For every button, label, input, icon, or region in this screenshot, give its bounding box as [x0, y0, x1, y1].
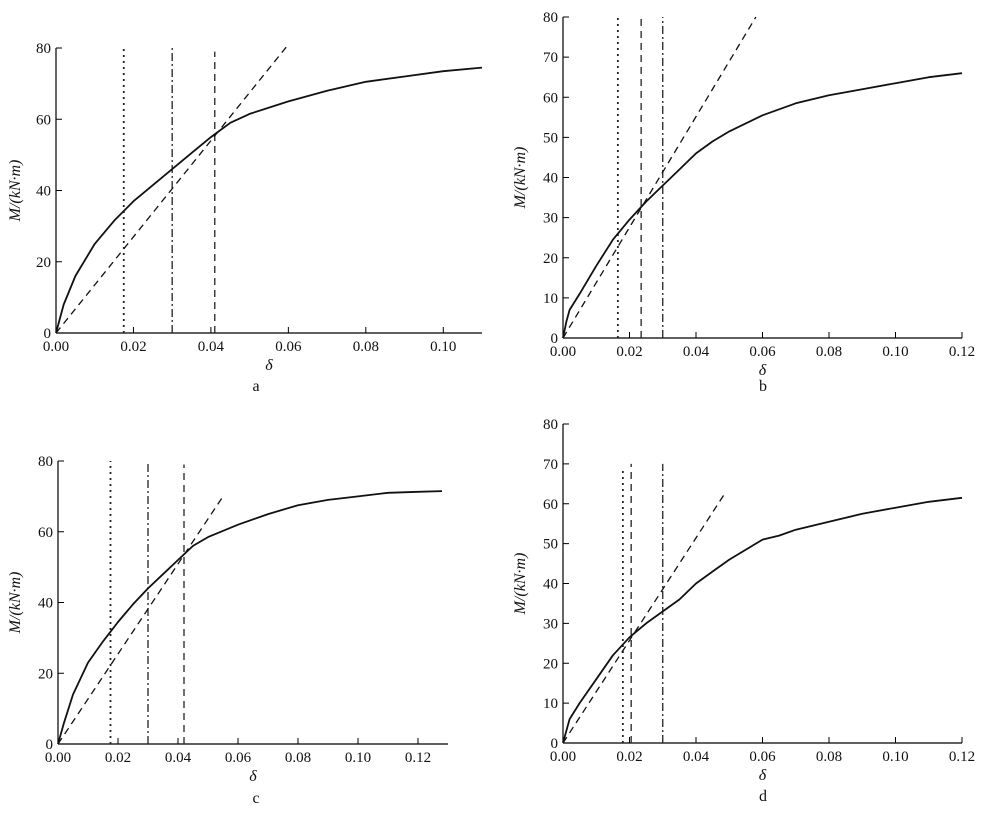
- x-tick-label: 0.06: [749, 749, 776, 765]
- y-axis-title: M/(kN·m): [512, 553, 529, 616]
- y-tick-label: 40: [38, 596, 53, 612]
- x-tick-label: 0.04: [165, 750, 192, 766]
- y-tick-label: 30: [543, 211, 558, 227]
- secant-line: [57, 496, 224, 745]
- x-tick-label: 0.12: [949, 344, 975, 360]
- x-tick-label: 0.00: [550, 344, 576, 360]
- y-tick-label: 10: [543, 291, 558, 307]
- x-tick-label: 0.08: [353, 339, 379, 355]
- x-tick-label: 0.02: [120, 339, 146, 355]
- y-tick-label: 70: [543, 50, 558, 66]
- x-tick-label: 0.00: [550, 749, 576, 765]
- y-tick-label: 20: [38, 666, 53, 682]
- x-tick-label: 0.12: [405, 750, 431, 766]
- chart-panel-d: 0.00 0.02 0.04 0.06 0.08 0.10 0.12 0 10 20 30 40 50 6…: [512, 417, 975, 805]
- y-tick-label: 10: [543, 696, 558, 712]
- x-tick-label: 0.04: [683, 749, 710, 765]
- y-tick-label: 40: [543, 171, 558, 187]
- y-tick-label: 60: [543, 497, 558, 513]
- y-tick-label: 0: [551, 331, 559, 347]
- chart-panel-b: 0.00 0.02 0.04 0.06 0.08 0.10 0.12 0 10 20 30 40 50 6…: [512, 10, 975, 395]
- y-tick-label: 40: [36, 184, 51, 200]
- y-tick-label: 80: [38, 454, 53, 470]
- x-tick-label: 0.10: [882, 749, 908, 765]
- x-tick-label: 0.06: [275, 339, 302, 355]
- x-tick-label: 0.04: [683, 344, 710, 360]
- y-tick-label: 0: [46, 737, 54, 753]
- x-axis-title: δ: [265, 357, 273, 374]
- secant-line: [562, 491, 727, 744]
- secant-line: [562, 16, 757, 339]
- chart-panel-c: 0.00 0.02 0.04 0.06 0.08 0.10 0.12 0 20 40 60 80 δ M/…: [7, 454, 448, 807]
- x-tick-label: 0.00: [45, 750, 71, 766]
- x-tick-label: 0.08: [816, 344, 842, 360]
- moment-curve: [562, 72, 963, 339]
- x-tick-label: 0.06: [225, 750, 252, 766]
- y-tick-label: 80: [543, 417, 558, 433]
- y-axis-title: M/(kN·m): [7, 572, 24, 635]
- x-tick-label: 0.04: [198, 339, 225, 355]
- x-tick-label: 0.06: [749, 344, 776, 360]
- y-tick-label: 60: [38, 525, 53, 541]
- x-axis-title: δ: [759, 362, 767, 379]
- chart-panel-a: 0.00 0.02 0.04 0.06 0.08 0.10 0 20 40 60 80 δ M/(kN·…: [7, 41, 483, 395]
- x-axis-title: δ: [249, 768, 257, 785]
- x-tick-label: 0.02: [616, 749, 642, 765]
- x-tick-label: 0.10: [882, 344, 908, 360]
- y-tick-label: 60: [36, 112, 51, 128]
- x-tick-label: 0.10: [430, 339, 456, 355]
- y-tick-label: 30: [543, 616, 558, 632]
- panel-label: c: [252, 790, 259, 807]
- x-axis-title: δ: [759, 767, 767, 784]
- y-tick-label: 20: [543, 251, 558, 267]
- secant-line: [55, 43, 289, 334]
- x-tick-label: 0.02: [616, 344, 642, 360]
- y-tick-label: 80: [36, 41, 51, 57]
- x-tick-label: 0.00: [43, 339, 69, 355]
- x-tick-label: 0.10: [345, 750, 371, 766]
- x-tick-label: 0.12: [949, 749, 975, 765]
- y-tick-label: 70: [543, 457, 558, 473]
- y-tick-label: 60: [543, 90, 558, 106]
- panel-label: d: [759, 788, 767, 805]
- panel-label: b: [759, 378, 767, 395]
- y-tick-label: 0: [44, 326, 52, 342]
- x-tick-label: 0.08: [285, 750, 311, 766]
- y-tick-label: 50: [543, 537, 558, 553]
- y-tick-label: 20: [543, 656, 558, 672]
- moment-curve: [55, 66, 483, 334]
- x-tick-label: 0.02: [105, 750, 131, 766]
- moment-curve: [57, 490, 443, 745]
- y-tick-label: 40: [543, 577, 558, 593]
- x-tick-label: 0.08: [816, 749, 842, 765]
- y-axis-title: M/(kN·m): [7, 160, 24, 223]
- y-tick-label: 80: [543, 10, 558, 26]
- panel-label: a: [252, 378, 259, 395]
- y-axis-title: M/(kN·m): [512, 147, 529, 210]
- moment-curve: [562, 496, 963, 744]
- y-tick-label: 0: [551, 736, 559, 752]
- y-tick-label: 50: [543, 130, 558, 146]
- y-tick-label: 20: [36, 255, 51, 271]
